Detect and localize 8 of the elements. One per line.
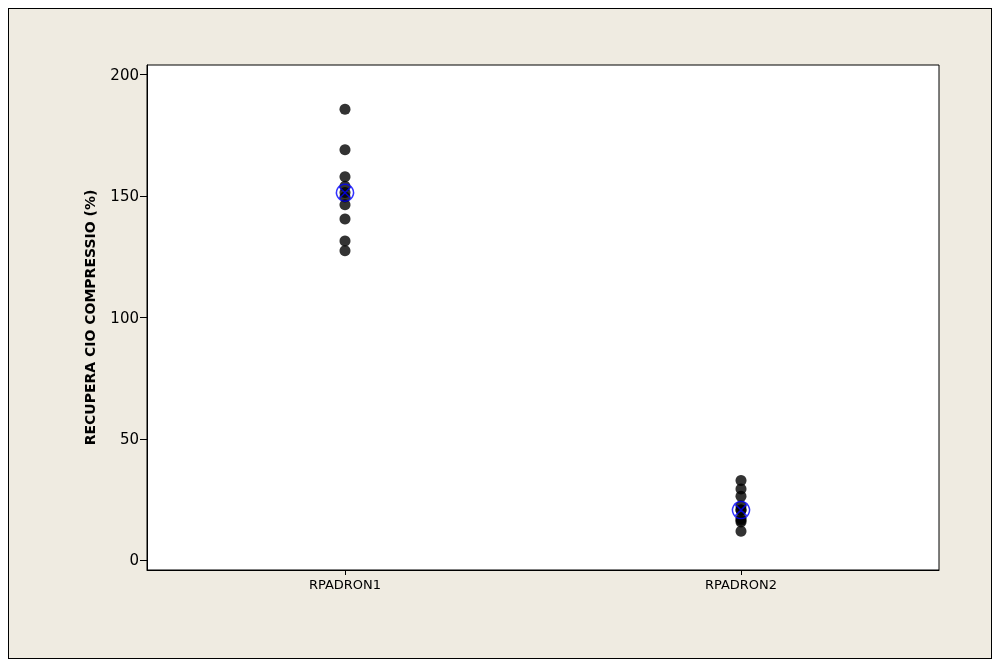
y-tick-label: 150	[110, 187, 139, 206]
y-tick-label: 50	[119, 429, 139, 448]
y-axis-title: RECUPERA CIO COMPRESSIO (%)	[82, 189, 98, 446]
y-tick-label: 100	[110, 308, 139, 327]
y-tick-label: 0	[129, 551, 139, 570]
y-tick-label: 200	[110, 65, 139, 84]
x-tick-label: RPADRON2	[704, 577, 778, 592]
x-tick-label: RPADRON1	[308, 577, 382, 592]
